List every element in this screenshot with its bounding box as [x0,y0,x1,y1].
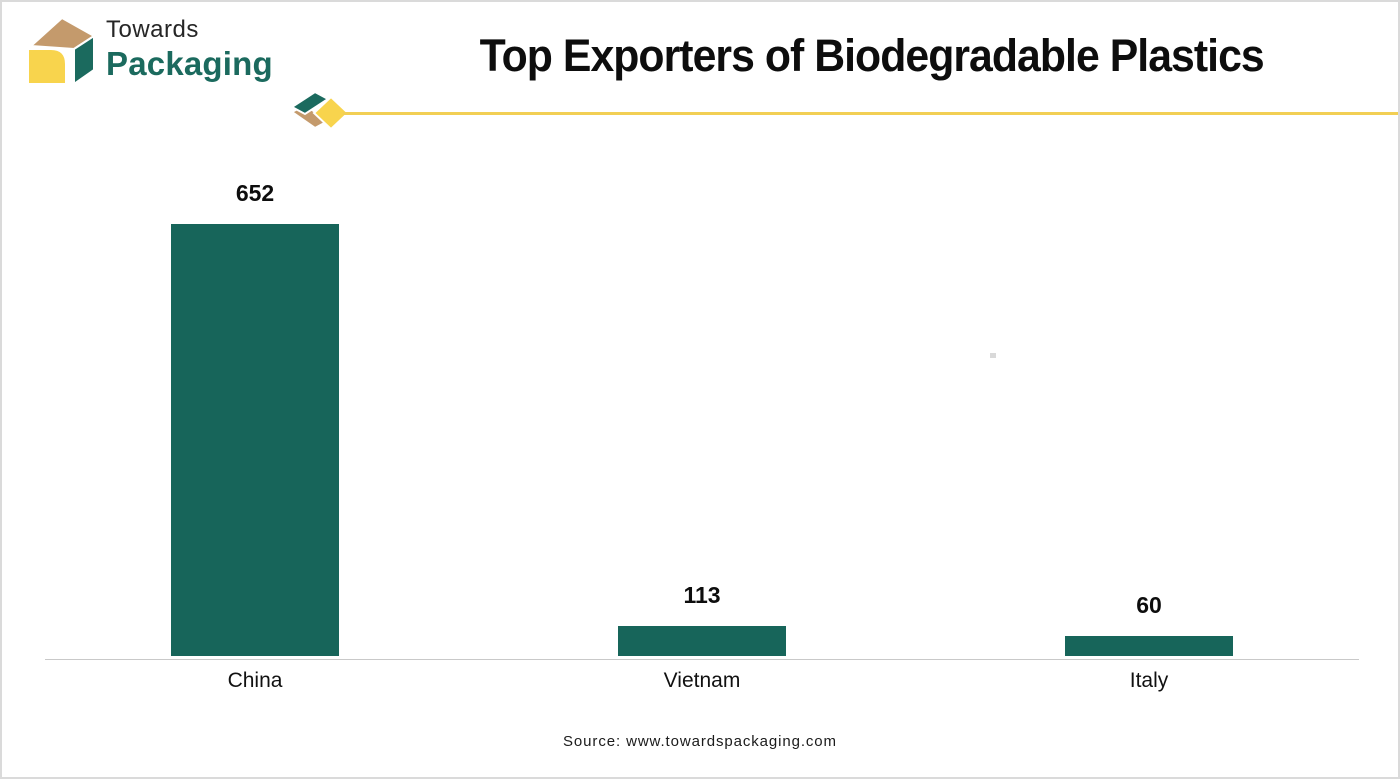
bar-value-label-china: 652 [235,180,275,206]
axis-label-china: China [227,669,283,692]
bar-group-china: 652 China [171,180,339,692]
artifact-speck [990,353,996,358]
axis-label-italy: Italy [1129,669,1169,692]
source-text: Source: www.towardspackaging.com [563,733,837,750]
page-title: Top Exporters of Biodegradable Plastics [342,30,1398,82]
bar-group-vietnam: 113 Vietnam [618,582,786,692]
x-axis-line [45,659,1359,660]
brand-name-line1: Towards [106,16,199,43]
brand-wordmark: Towards Packaging [106,16,273,82]
bar-vietnam [618,626,786,656]
brand-logo: Towards Packaging [28,16,288,86]
page-title-text: Top Exporters of Biodegradable Plastics [479,30,1265,81]
brand-name-line2: Packaging [106,45,273,82]
bar-group-italy: 60 Italy [1065,592,1233,692]
chevron-decoration-icon [290,90,350,131]
bar-value-label-italy: 60 [1136,592,1162,618]
bar-value-label-vietnam: 113 [683,582,721,608]
axis-label-vietnam: Vietnam [663,669,741,692]
bar-italy [1065,636,1233,656]
bar-china [171,224,339,656]
brand-cube-icon [28,16,96,86]
title-underline [343,112,1398,115]
